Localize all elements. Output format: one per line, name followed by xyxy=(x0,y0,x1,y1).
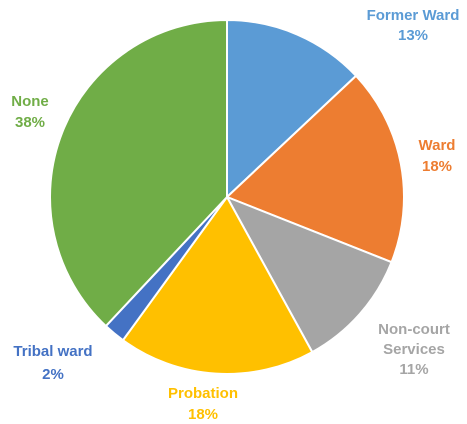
slice-category-label: None xyxy=(11,93,49,110)
slice-category-label: Former Ward xyxy=(367,7,460,24)
slice-value-label: 2% xyxy=(42,366,64,383)
slice-category-label: Services xyxy=(383,341,445,358)
pie-slice-former-ward xyxy=(226,18,358,200)
slice-value-label: 18% xyxy=(188,406,218,423)
slice-label-probation: Probation 18% xyxy=(168,385,238,423)
pie-slice-ward xyxy=(225,74,405,264)
pie-slice-probation xyxy=(121,195,314,375)
pie-slice-non-court-services xyxy=(224,195,393,354)
slice-category-label: Tribal ward xyxy=(13,343,92,360)
slice-category-label: Probation xyxy=(168,385,238,402)
slice-label-non-court-services: Non-court Services 11% xyxy=(378,321,450,378)
slice-value-label: 38% xyxy=(15,114,45,131)
slice-label-none: None 38% xyxy=(11,93,49,131)
slice-label-tribal-ward: Tribal ward 2% xyxy=(13,343,92,383)
slice-category-label: Non-court xyxy=(378,321,450,338)
slice-value-label: 13% xyxy=(398,27,428,44)
slice-value-label: 11% xyxy=(399,361,428,378)
slice-category-label: Ward xyxy=(419,137,456,154)
pie-slice-none xyxy=(49,18,228,328)
pie-labels: Former Ward 13% Ward 18% Non-court Services 11… xyxy=(11,7,459,423)
slice-value-label: 18% xyxy=(422,158,452,175)
slice-label-former-ward: Former Ward 13% xyxy=(367,7,460,44)
pie-slices xyxy=(49,18,405,375)
slice-label-ward: Ward 18% xyxy=(419,137,456,175)
